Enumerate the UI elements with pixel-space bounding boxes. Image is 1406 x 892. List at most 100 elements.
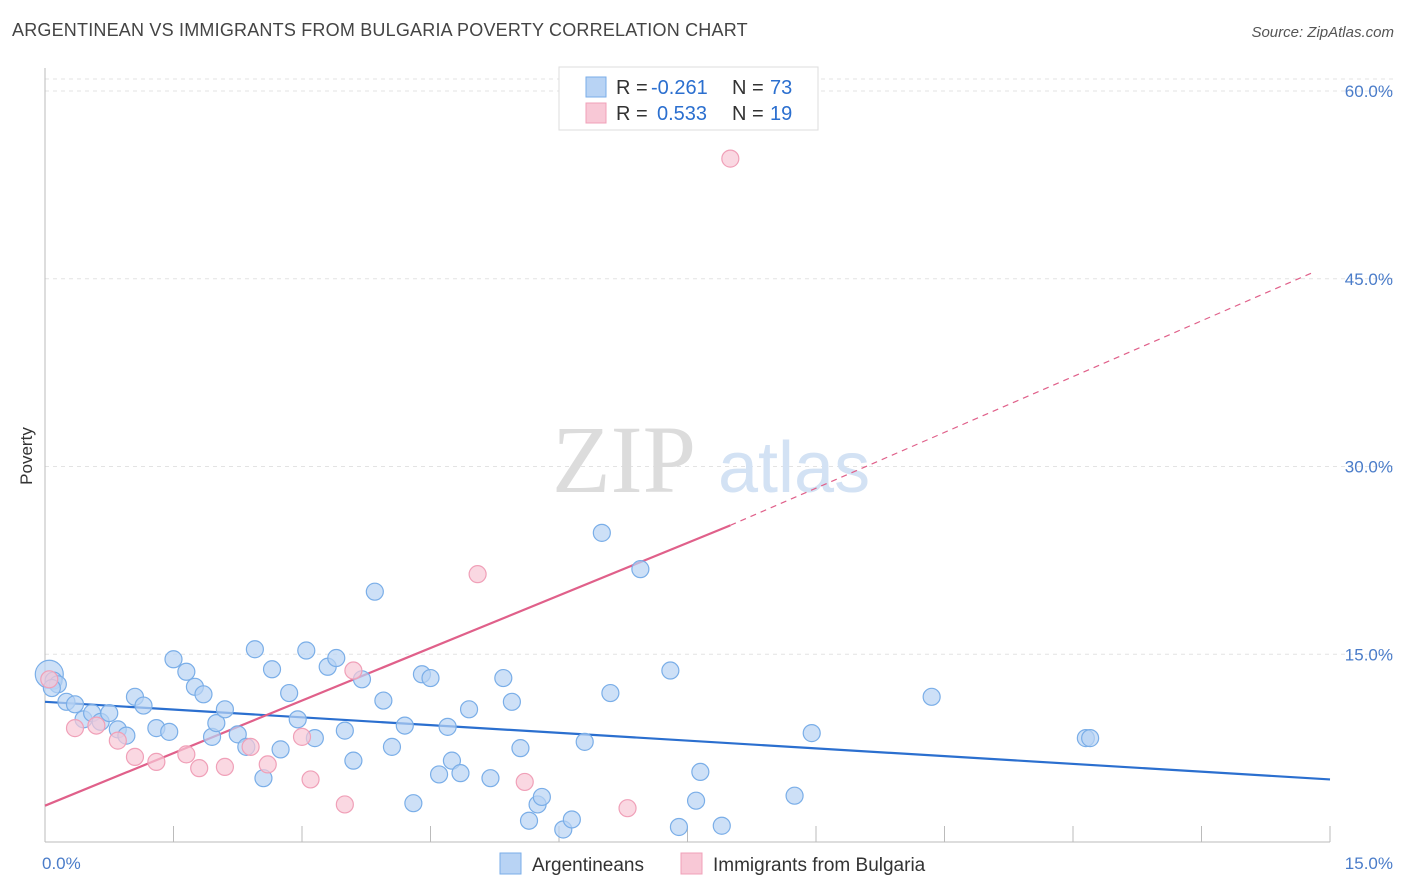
- point-argentineans-57: [562, 810, 581, 829]
- point-argentineans-55: [532, 787, 551, 807]
- legend-swatch-argentineans: [585, 76, 607, 98]
- point-argentineans-71: [1081, 729, 1100, 748]
- point-argentineans-40: [395, 716, 414, 735]
- point-bulgaria-2: [87, 716, 106, 735]
- point-bulgaria-3: [108, 731, 127, 750]
- point-argentineans-16: [177, 662, 196, 681]
- series-legend: Argentineans Immigrants from Bulgaria: [499, 852, 926, 876]
- legend-r-value-1: -0.261: [651, 77, 708, 99]
- point-bulgaria-18: [721, 149, 740, 168]
- point-argentineans-48: [459, 700, 479, 719]
- point-bulgaria-17: [618, 799, 637, 818]
- point-bulgaria-6: [177, 745, 196, 764]
- point-argentineans-46: [442, 751, 462, 770]
- point-argentineans-22: [228, 725, 247, 744]
- trend-line-bulgaria-projection: [730, 271, 1314, 526]
- point-argentineans-61: [631, 560, 650, 579]
- legend-n-value-1: 73: [770, 77, 792, 99]
- point-argentineans-47: [451, 764, 470, 783]
- legend-n-label-2: N =: [732, 103, 764, 125]
- legend-r-label-1: R =: [616, 77, 648, 99]
- point-argentineans-44: [429, 765, 449, 784]
- legend-r-label-2: R =: [616, 103, 648, 125]
- bottom-legend-swatch-argentineans: [499, 852, 522, 875]
- point-bulgaria-0: [40, 670, 59, 689]
- watermark-atlas: atlas: [718, 428, 870, 508]
- point-argentineans-24: [245, 640, 264, 659]
- point-argentineans-45: [438, 717, 457, 736]
- point-argentineans-43: [421, 668, 440, 688]
- point-argentineans-39: [382, 737, 402, 756]
- point-bulgaria-10: [258, 755, 277, 774]
- point-bulgaria-16: [515, 772, 534, 792]
- legend-r-value-2: 0.533: [657, 103, 707, 125]
- legend-n-label-1: N =: [732, 77, 764, 99]
- point-argentineans-35: [344, 751, 363, 770]
- point-argentineans-20: [207, 713, 226, 733]
- point-argentineans-26: [262, 660, 282, 679]
- y-tick-label-30: 30.0%: [1345, 458, 1393, 477]
- point-bulgaria-12: [301, 770, 320, 789]
- trend-line-argentineans: [44, 700, 1331, 781]
- point-argentineans-12: [134, 696, 153, 715]
- point-argentineans-28: [280, 683, 299, 703]
- point-argentineans-51: [502, 692, 521, 711]
- y-tick-label-15: 15.0%: [1345, 645, 1393, 664]
- point-argentineans-38: [374, 691, 393, 710]
- point-argentineans-63: [669, 817, 689, 837]
- point-bulgaria-1: [65, 719, 85, 738]
- point-bulgaria-9: [241, 737, 260, 756]
- point-argentineans-69: [922, 687, 941, 706]
- point-argentineans-41: [404, 794, 423, 813]
- point-argentineans-50: [494, 668, 513, 688]
- point-argentineans-21: [215, 700, 234, 719]
- point-argentineans-62: [661, 661, 680, 680]
- point-bulgaria-5: [147, 752, 166, 771]
- point-argentineans-66: [712, 816, 731, 835]
- y-tick-labels: 15.0% 30.0% 45.0% 60.0%: [1345, 82, 1393, 664]
- point-bulgaria-11: [292, 727, 312, 746]
- legend-n-value-2: 19: [770, 103, 792, 125]
- point-argentineans-60: [601, 683, 620, 703]
- x-tick-label-end: 15.0%: [1345, 854, 1393, 873]
- point-argentineans-68: [802, 724, 821, 743]
- point-argentineans-14: [160, 722, 179, 741]
- point-argentineans-67: [785, 786, 804, 805]
- point-argentineans-49: [481, 769, 500, 788]
- point-argentineans-58: [575, 732, 594, 751]
- bottom-legend-label-argentineans: Argentineans: [532, 855, 644, 876]
- point-argentineans-59: [592, 523, 611, 542]
- point-argentineans-64: [686, 791, 706, 810]
- point-argentineans-30: [297, 641, 316, 660]
- x-ticks: [173, 826, 1331, 842]
- point-argentineans-29: [288, 710, 307, 729]
- y-tick-label-60: 60.0%: [1345, 82, 1393, 101]
- chart-title: ARGENTINEAN VS IMMIGRANTS FROM BULGARIA …: [12, 20, 748, 40]
- point-argentineans-37: [365, 582, 384, 601]
- point-bulgaria-4: [125, 747, 145, 766]
- point-argentineans-27: [271, 740, 290, 759]
- point-argentineans-4: [65, 695, 85, 714]
- source-label: Source: ZipAtlas.com: [1251, 24, 1394, 41]
- point-argentineans-52: [511, 739, 530, 758]
- point-bulgaria-14: [344, 661, 363, 680]
- legend-swatch-bulgaria: [585, 102, 607, 124]
- correlation-legend: R = -0.261 N = 73 R = 0.533 N = 19: [558, 66, 819, 131]
- point-argentineans-65: [691, 762, 710, 782]
- bottom-legend-swatch-bulgaria: [680, 852, 703, 875]
- point-bulgaria-13: [335, 795, 354, 814]
- bottom-legend-label-bulgaria: Immigrants from Bulgaria: [713, 855, 926, 876]
- point-argentineans-8: [100, 703, 119, 723]
- point-argentineans-53: [519, 811, 539, 830]
- point-argentineans-33: [327, 648, 346, 668]
- y-axis-label: Poverty: [17, 427, 36, 485]
- point-bulgaria-7: [190, 759, 209, 778]
- y-tick-label-45: 45.0%: [1345, 270, 1393, 289]
- point-bulgaria-15: [468, 565, 487, 584]
- point-bulgaria-8: [215, 757, 234, 777]
- grid-lines: [45, 78, 1393, 655]
- point-argentineans-15: [164, 650, 183, 669]
- x-tick-label-start: 0.0%: [42, 854, 81, 873]
- watermark-zip: ZIP: [552, 406, 696, 513]
